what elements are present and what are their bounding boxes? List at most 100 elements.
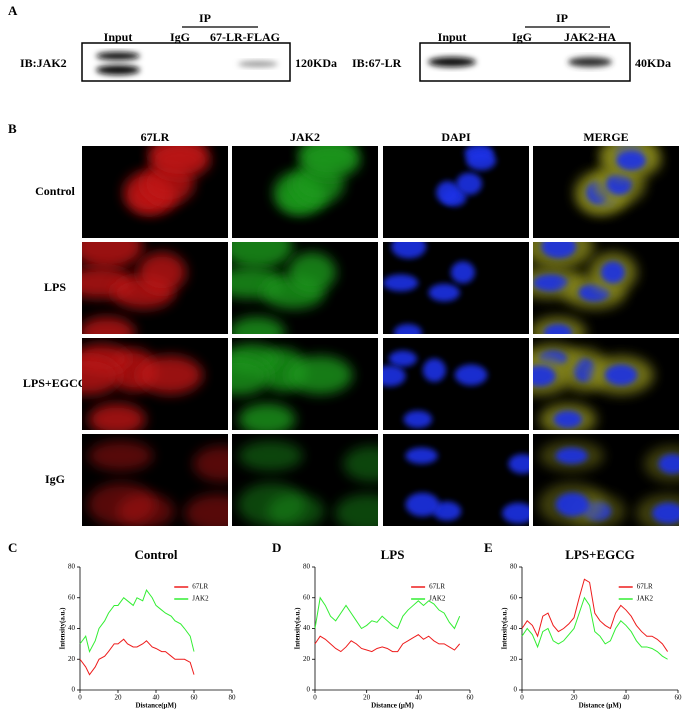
cells <box>436 146 497 207</box>
line-series <box>79 589 195 653</box>
band <box>96 52 140 60</box>
nucleus <box>652 502 679 524</box>
column-label: 67LR <box>141 130 170 144</box>
nucleus <box>436 181 460 205</box>
nucleus <box>502 502 529 524</box>
y-tick-label: 0 <box>307 686 311 694</box>
nucleus <box>555 492 590 517</box>
ip-label: IP <box>199 11 211 25</box>
band <box>428 57 476 67</box>
nucleus <box>454 364 488 386</box>
nucleus <box>541 242 577 259</box>
row-label: LPS+EGCG <box>23 376 87 390</box>
cell <box>184 494 228 526</box>
x-axis-label: Distance (μM) <box>579 702 622 710</box>
cell <box>334 494 378 526</box>
cells <box>383 242 475 334</box>
x-tick-label: 20 <box>571 694 579 702</box>
cells <box>574 146 661 214</box>
lane-label: Input <box>438 30 467 44</box>
micrograph <box>82 338 228 430</box>
legend-label: 67LR <box>429 583 445 591</box>
cell <box>343 445 378 482</box>
line-series <box>521 596 668 660</box>
cell <box>300 146 360 179</box>
column-label: JAK2 <box>290 130 320 144</box>
micrograph <box>82 146 228 238</box>
size-label: 120KDa <box>295 56 337 70</box>
nucleus <box>606 172 633 195</box>
nucleus <box>555 447 588 465</box>
micrograph <box>383 242 529 334</box>
nucleus <box>533 274 569 292</box>
cells <box>232 343 353 430</box>
cell <box>82 242 143 269</box>
y-tick-label: 80 <box>510 563 518 571</box>
y-tick-label: 20 <box>303 655 311 663</box>
x-tick-label: 60 <box>675 694 683 702</box>
micrograph <box>383 434 529 526</box>
cell <box>237 482 306 526</box>
x-tick-label: 60 <box>467 694 475 702</box>
y-axis-label: Intensity(a.u.) <box>294 607 302 650</box>
micrograph <box>533 338 679 430</box>
micrograph <box>533 434 679 526</box>
nucleus <box>422 358 446 382</box>
panel-label: C <box>8 540 17 555</box>
cell <box>150 146 210 179</box>
cells <box>383 350 488 429</box>
size-label: 40KDa <box>635 56 671 70</box>
nucleus <box>405 447 438 465</box>
lane-label: IgG <box>512 30 532 44</box>
cells <box>533 343 654 430</box>
band <box>568 57 612 67</box>
nucleus <box>432 501 462 521</box>
nucleus <box>383 274 419 292</box>
cell <box>193 445 228 482</box>
x-tick-label: 20 <box>115 694 123 702</box>
cell <box>87 482 156 526</box>
y-tick-label: 60 <box>68 593 76 601</box>
cells <box>82 343 203 430</box>
chart-title: LPS <box>381 547 405 562</box>
chart-title: LPS+EGCG <box>565 547 635 562</box>
legend-label: 67LR <box>637 583 653 591</box>
cell <box>137 252 187 293</box>
nucleus <box>450 261 475 284</box>
legend-label: JAK2 <box>637 595 654 603</box>
nucleus <box>393 323 422 334</box>
micrograph <box>232 146 378 238</box>
x-tick-label: 40 <box>153 694 161 702</box>
cell <box>137 355 203 395</box>
row-label: IgG <box>45 472 65 486</box>
nucleus <box>456 172 483 195</box>
cells <box>123 146 210 214</box>
cell <box>238 403 296 430</box>
x-tick-label: 0 <box>520 694 524 702</box>
cell <box>232 242 293 269</box>
legend-label: 67LR <box>192 583 208 591</box>
panel-label: D <box>272 540 281 555</box>
line-series <box>79 638 195 676</box>
y-axis-label: Intensity(a.u.) <box>501 607 509 650</box>
panel-label: A <box>8 3 18 18</box>
nucleus <box>466 150 497 171</box>
nucleus <box>533 365 556 387</box>
x-tick-label: 0 <box>313 694 317 702</box>
x-tick-label: 60 <box>191 694 199 702</box>
nucleus <box>616 150 647 171</box>
legend-label: JAK2 <box>429 595 446 603</box>
cell <box>82 316 136 334</box>
line-series <box>314 634 461 653</box>
micrograph <box>383 146 529 238</box>
cell <box>287 252 337 293</box>
cell <box>232 316 286 334</box>
nucleus <box>428 283 460 302</box>
legend-label: JAK2 <box>192 595 209 603</box>
micrograph <box>533 242 679 334</box>
cells <box>82 242 187 334</box>
x-tick-label: 40 <box>415 694 423 702</box>
nucleus <box>403 410 433 429</box>
